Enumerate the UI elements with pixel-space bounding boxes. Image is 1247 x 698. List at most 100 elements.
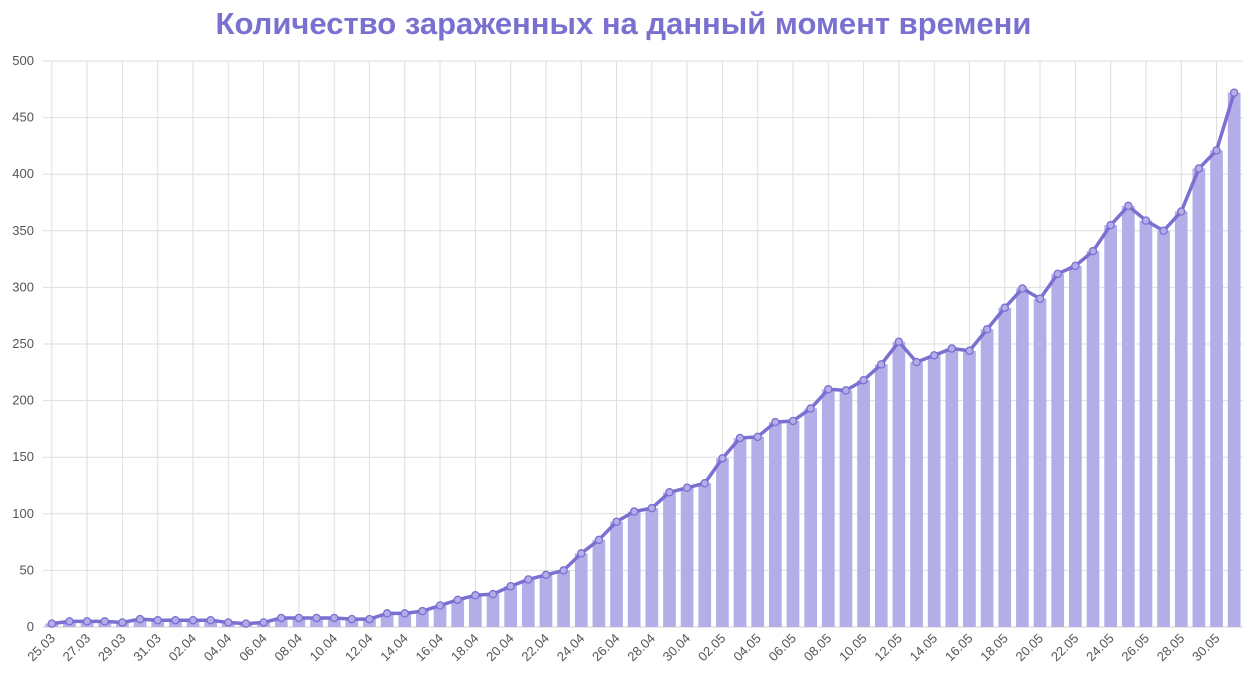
data-point — [947, 344, 957, 353]
x-tick-label: 14.05 — [907, 631, 941, 665]
data-point — [629, 507, 639, 516]
bar — [733, 437, 747, 627]
x-tick-label: 06.05 — [766, 631, 800, 665]
x-tick-label: 18.05 — [977, 631, 1011, 665]
x-tick-label: 12.04 — [342, 631, 376, 665]
data-point — [1035, 294, 1045, 303]
x-tick-label: 02.05 — [695, 631, 729, 665]
bar — [274, 617, 288, 627]
data-point — [541, 570, 551, 580]
bar — [1033, 298, 1047, 627]
y-axis: 0 50 100 150 200 250 300 350 400 450 500 — [12, 53, 34, 634]
bar — [539, 574, 553, 627]
x-tick-label: 26.04 — [589, 631, 623, 665]
x-tick-label: 30.05 — [1189, 631, 1223, 665]
data-point — [453, 595, 462, 605]
bar — [857, 380, 870, 627]
x-tick-label: 06.04 — [236, 631, 270, 665]
data-point — [771, 417, 780, 427]
bar — [574, 553, 588, 627]
bar — [1139, 220, 1153, 627]
data-point — [100, 617, 110, 626]
x-tick-label: 10.04 — [307, 631, 341, 665]
x-tick-label: 22.04 — [518, 631, 552, 665]
bar — [804, 408, 817, 627]
x-tick-label: 04.05 — [730, 631, 764, 665]
bar — [874, 364, 888, 627]
y-tick-label: 0 — [27, 619, 34, 634]
bar — [521, 579, 535, 627]
x-tick-label: 29.03 — [95, 631, 129, 665]
x-tick-label: 27.03 — [60, 631, 94, 665]
data-point — [471, 591, 480, 600]
data-point — [135, 614, 145, 624]
bar — [627, 511, 641, 627]
data-point — [1159, 226, 1168, 236]
bar — [927, 355, 941, 627]
bar — [786, 420, 800, 627]
data-point — [435, 601, 445, 610]
data-point — [929, 351, 939, 360]
data-point — [594, 535, 604, 545]
data-point — [559, 566, 568, 575]
bar — [839, 390, 853, 627]
x-tick-label: 16.04 — [413, 631, 447, 665]
bar — [1069, 265, 1082, 627]
bar — [769, 422, 782, 627]
bar — [310, 617, 323, 627]
bar — [645, 508, 659, 627]
x-tick-label: 04.04 — [201, 631, 235, 665]
data-point — [859, 375, 868, 385]
data-point — [718, 454, 727, 463]
bar — [680, 487, 694, 627]
bar — [945, 348, 959, 627]
data-point — [576, 549, 586, 558]
data-point — [982, 325, 992, 334]
y-tick-label: 100 — [12, 506, 34, 521]
bar — [892, 341, 906, 627]
data-point — [206, 615, 215, 625]
bar — [1227, 92, 1241, 628]
x-tick-label: 26.05 — [1118, 631, 1152, 665]
bars-layer — [45, 92, 1241, 628]
data-point — [65, 617, 74, 626]
data-point — [118, 618, 127, 627]
x-tick-label: 31.03 — [130, 631, 164, 665]
data-point — [1071, 261, 1080, 271]
bar — [1051, 273, 1065, 627]
bar — [1192, 168, 1206, 628]
points-layer — [47, 88, 1239, 628]
bar — [1174, 211, 1188, 627]
bar — [292, 617, 306, 627]
bar — [963, 350, 976, 627]
bar — [327, 617, 341, 627]
data-point — [1141, 216, 1151, 225]
data-point — [1018, 284, 1027, 293]
x-tick-label: 08.05 — [801, 631, 835, 665]
x-tick-label: 02.04 — [166, 631, 200, 665]
data-point — [1088, 246, 1098, 256]
data-point — [612, 517, 621, 526]
x-tick-label: 28.05 — [1154, 631, 1188, 665]
data-point — [82, 617, 92, 626]
data-point — [47, 619, 57, 628]
data-point — [1053, 269, 1062, 279]
x-axis: 25.03 27.03 29.03 31.03 02.04 04.04 06.04 08.04… — [24, 631, 1222, 665]
data-point — [312, 613, 321, 623]
data-point — [665, 488, 674, 497]
x-tick-label: 12.05 — [871, 631, 905, 665]
data-point — [1176, 207, 1186, 216]
data-point — [188, 615, 198, 625]
bar — [698, 483, 712, 627]
x-tick-label: 25.03 — [24, 631, 58, 665]
data-point — [171, 615, 180, 625]
bar — [910, 362, 923, 627]
y-tick-label: 300 — [12, 279, 34, 294]
data-point — [506, 581, 515, 591]
data-point — [241, 619, 251, 628]
bar — [610, 521, 623, 627]
data-point — [347, 614, 357, 624]
data-point — [276, 613, 286, 623]
bar — [1016, 288, 1029, 627]
data-point — [824, 385, 833, 394]
